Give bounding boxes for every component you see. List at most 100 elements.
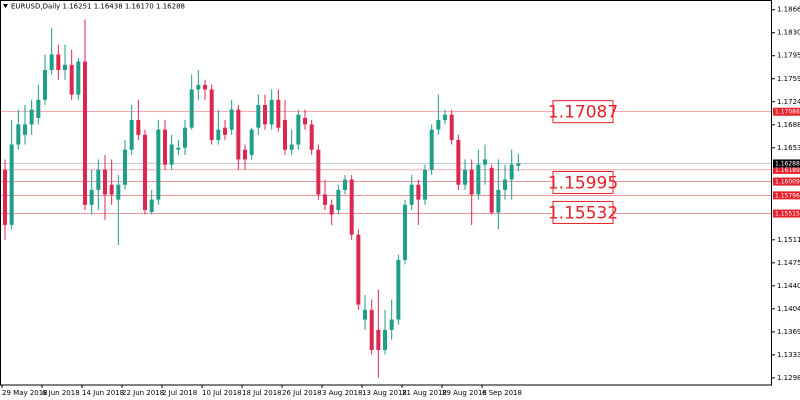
candle-body [396,259,401,320]
y-tick-label: 1.14045 [777,305,800,313]
candle-body [89,189,94,205]
x-tick-label: 6 Sep 2018 [482,389,522,397]
candle-body [116,184,121,200]
candle-body [263,105,268,125]
candle-body [49,54,54,70]
candle-body [356,234,361,305]
price-marker-label: 1.16288 [775,160,800,167]
candle-body [223,127,228,135]
candle-body [409,184,414,205]
candle-body [403,204,408,260]
x-tick-label: 29 May 2018 [2,389,48,397]
y-tick-label: 1.13335 [777,351,800,359]
candle-body [43,70,48,100]
annotation-label: 1.17087 [548,103,618,123]
candle-body [269,99,274,125]
candle-body [76,61,81,95]
price-marker [773,191,800,200]
y-tick-label: 1.17950 [777,52,800,60]
menu-arrow[interactable] [3,4,8,8]
y-tick-label: 1.12980 [777,374,800,382]
candle-body [469,169,474,195]
candle-body [23,124,28,135]
candle-body [189,89,194,128]
annotation-label: 1.15532 [548,203,618,223]
candle-body [156,129,161,200]
candle-body [136,119,141,135]
plot-border [0,0,772,386]
candle-body [123,149,128,185]
candle-body [196,84,201,90]
price-marker [773,209,800,218]
candle-body [176,147,181,150]
candle-body [16,124,21,145]
x-tick-label: 3 Aug 2018 [322,389,362,397]
candle-body [83,61,88,205]
price-marker [773,107,800,116]
candle-body [63,64,68,70]
candle-body [203,84,208,90]
candle-body [309,124,314,150]
x-tick-label: 14 Jun 2018 [82,389,124,397]
candle-body [96,169,101,190]
x-tick-label: 18 Jul 2018 [242,389,282,397]
candle-body [376,329,381,350]
y-tick-label: 1.14755 [777,259,800,267]
candle-body [476,164,481,195]
candle-body [336,189,341,210]
candle-body [296,114,301,145]
x-tick-label: 21 Aug 2018 [402,389,447,397]
candle-body [249,129,254,155]
price-marker [773,165,800,174]
candle-body [416,184,421,200]
candle-body [323,194,328,205]
y-tick-label: 1.17595 [777,75,800,83]
candle-body [436,119,441,130]
x-tick-label: 2 Jul 2018 [162,389,197,397]
candle-body [369,309,374,350]
candle-body [303,117,308,125]
y-tick-label: 1.15110 [777,236,800,244]
candle-body [343,179,348,190]
annotation-box [552,200,614,224]
candle-body [423,169,428,200]
candle-body [289,144,294,150]
candle-body [69,64,74,95]
x-tick-label: 22 Jun 2018 [122,389,164,397]
candle-body [183,127,188,148]
candle-body [456,140,461,185]
candle-body [496,189,501,213]
candle-body [516,163,521,166]
price-marker [773,159,800,168]
candle-body [236,109,241,160]
candle-body [163,129,168,165]
y-tick-label: 1.13690 [777,328,800,336]
candle-body [216,129,221,140]
candle-body [389,319,394,330]
price-marker [773,177,800,186]
x-tick-label: 26 Jul 2018 [282,389,322,397]
candle-body [503,179,508,190]
price-marker-label: 1.15796 [775,192,800,199]
candle-body [143,134,148,210]
candle-body [276,99,281,128]
price-marker-label: 1.16189 [775,167,800,174]
plot-area [0,19,772,378]
candle-body [443,114,448,120]
y-tick-label: 1.14400 [777,282,800,290]
candle-body [209,89,214,140]
candle-body [489,167,494,213]
price-marker-label: 1.15515 [775,211,800,218]
x-tick-label: 10 Jul 2018 [202,389,242,397]
candle-body [329,204,334,215]
annotation-label: 1.15995 [548,173,618,193]
price-marker-label: 1.16009 [775,179,800,186]
candle-body [483,159,488,165]
annotation-box [552,170,614,194]
candle-body [363,309,368,320]
y-tick-label: 1.17240 [777,98,800,106]
candle-body [316,149,321,195]
